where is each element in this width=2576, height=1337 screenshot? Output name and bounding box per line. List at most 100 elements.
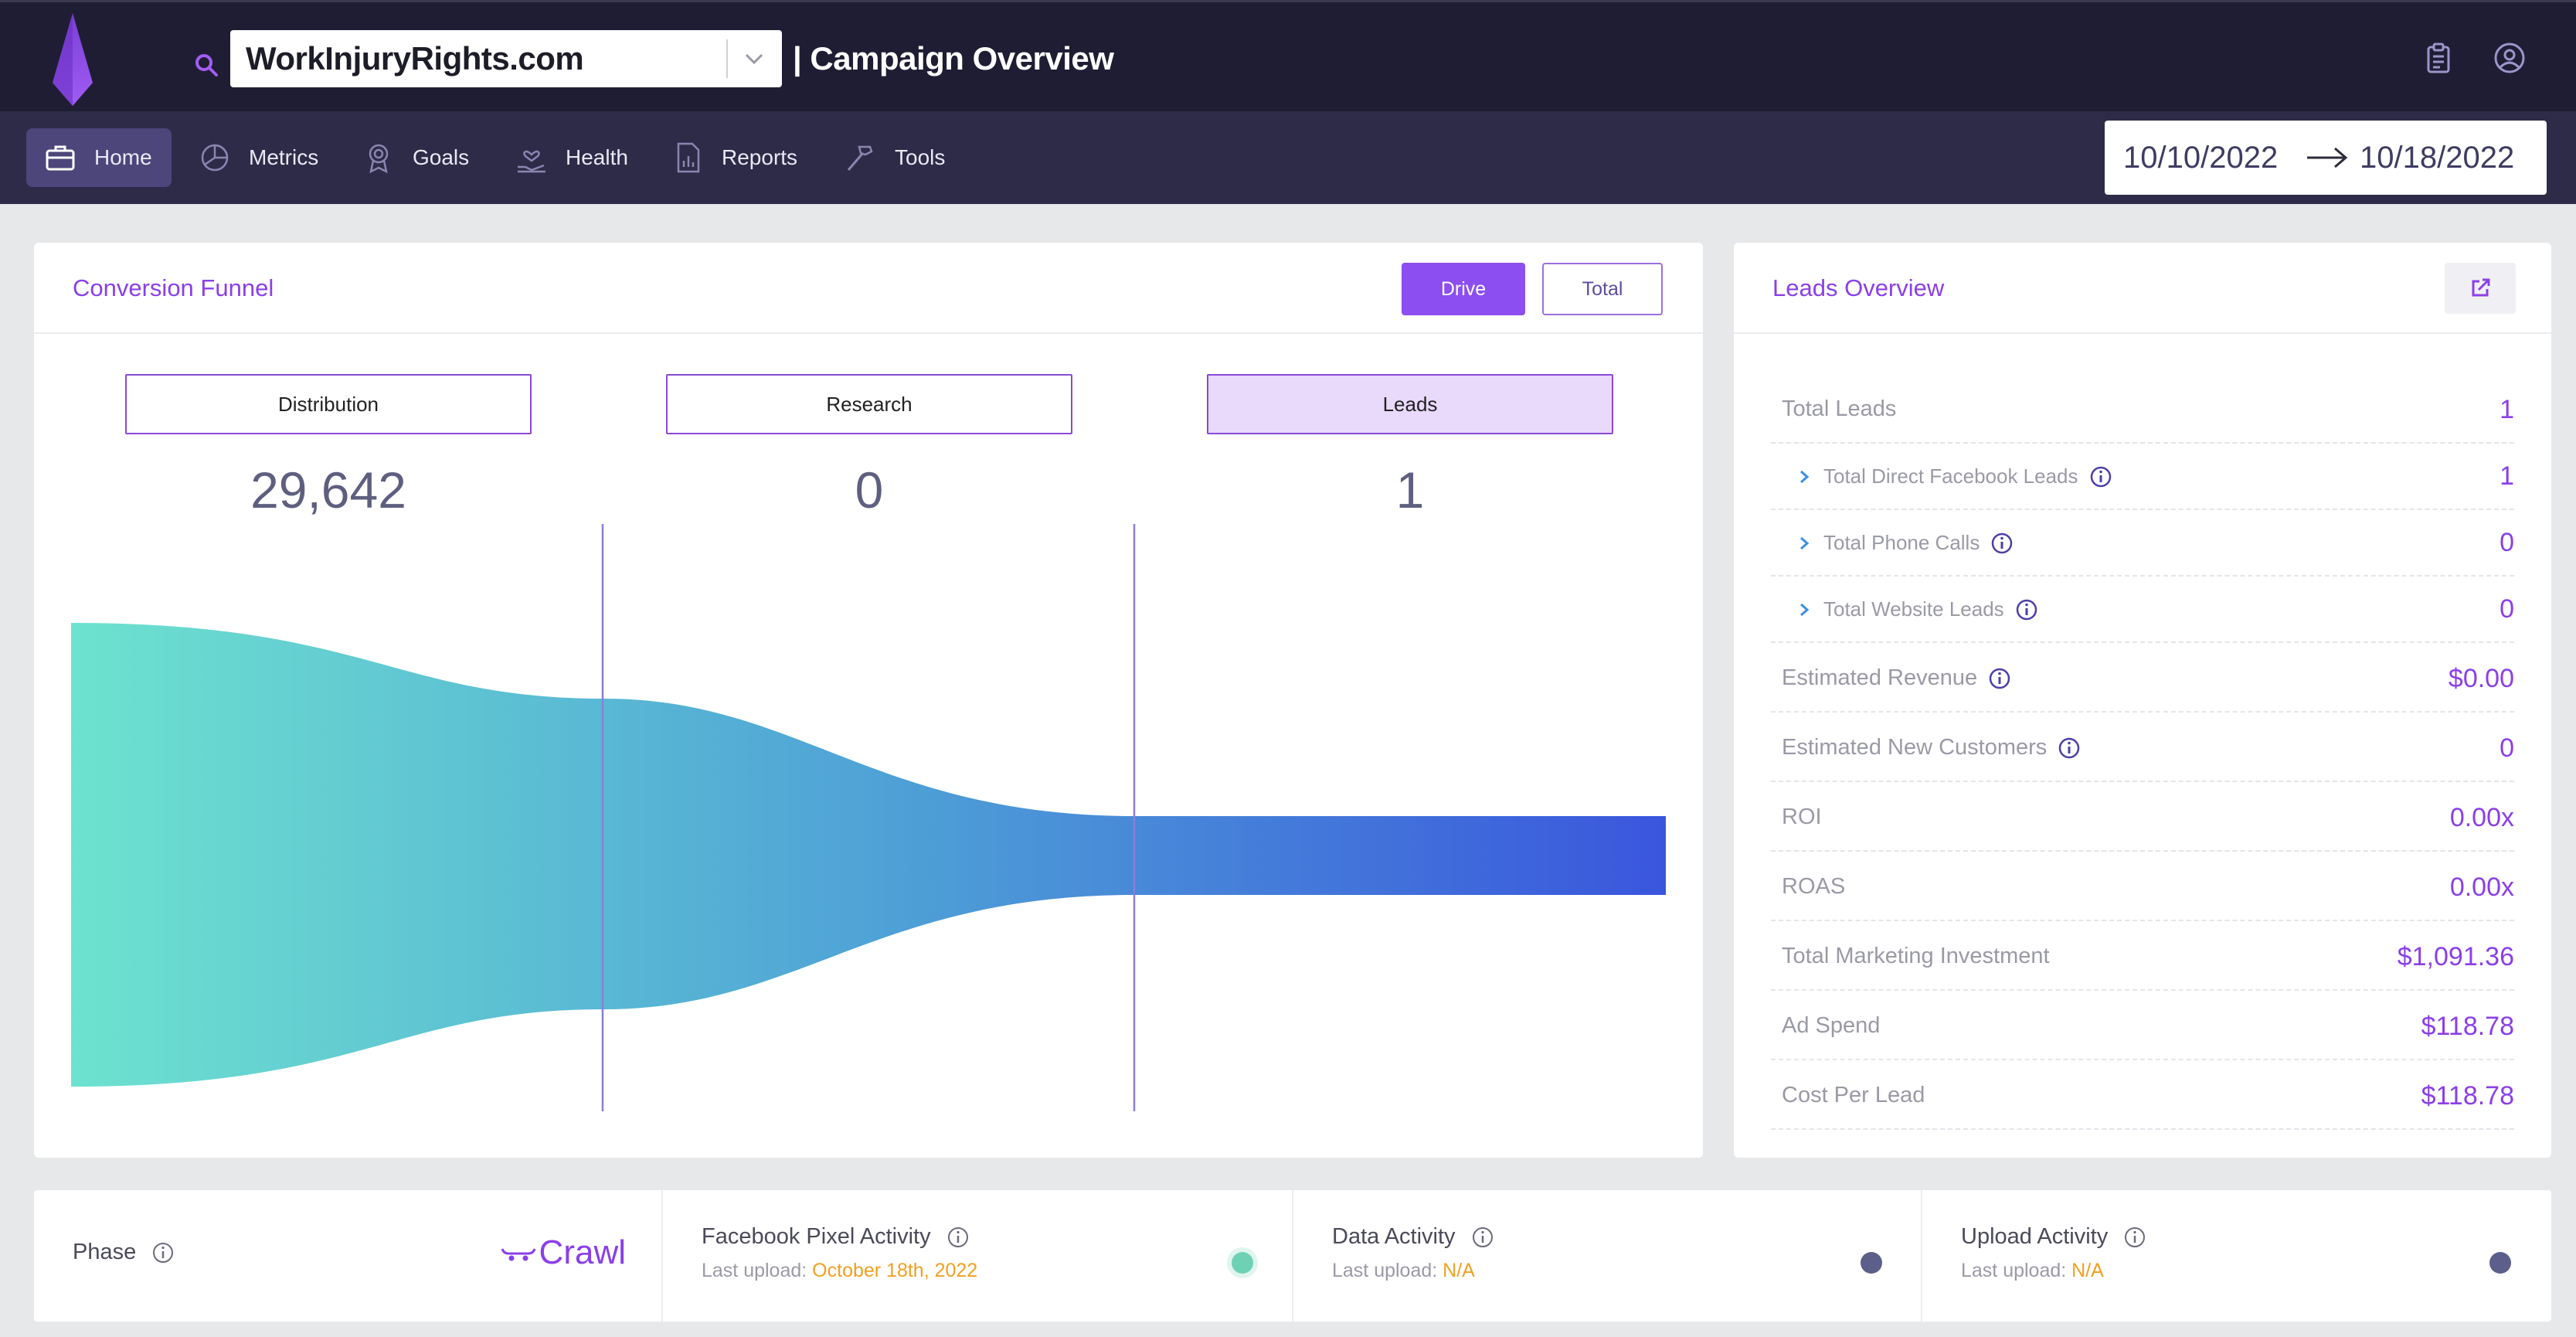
lead-row-total-leads: Total Leads 1 — [1771, 369, 2514, 444]
row-label: Estimated Revenue — [1782, 665, 2011, 691]
skateboard-icon — [501, 1248, 535, 1261]
stage-research-button[interactable]: Research — [666, 374, 1072, 434]
top-bar: WorkInjuryRights.com | Campaign Overview — [0, 0, 2576, 111]
row-value: 1 — [2500, 395, 2514, 424]
nav-item-home[interactable]: Home — [26, 128, 172, 187]
card-header: Conversion Funnel — [34, 243, 1703, 334]
nav-item-label: Goals — [413, 145, 470, 169]
funnel-chart — [71, 524, 1666, 1111]
row-label-text: Ad Spend — [1782, 1013, 1881, 1038]
nav-item-tools[interactable]: Tools — [844, 128, 945, 187]
lead-row-phone-calls[interactable]: Total Phone Calls 0 — [1771, 510, 2514, 577]
last-upload-label: Last upload: — [702, 1260, 813, 1281]
date-range-picker[interactable]: 10/10/2022 10/18/2022 — [2105, 121, 2547, 195]
status-dot — [2489, 1252, 2511, 1274]
nav-item-label: Tools — [895, 145, 946, 169]
stage-distribution-button[interactable]: Distribution — [125, 374, 532, 434]
row-label: ROAS — [1782, 874, 1845, 900]
phase-value-text: Crawl — [539, 1233, 626, 1271]
lead-row-website-leads[interactable]: Total Website Leads 0 — [1771, 577, 2514, 643]
clipboard-icon[interactable] — [2421, 41, 2455, 75]
row-label: Total Phone Calls — [1797, 531, 2014, 555]
info-icon[interactable] — [1471, 1226, 1494, 1249]
info-icon[interactable] — [2015, 598, 2038, 621]
row-value: 0.00x — [2449, 873, 2514, 902]
info-icon[interactable] — [2123, 1226, 2146, 1249]
nav-item-goals[interactable]: Goals — [362, 128, 469, 187]
row-label-text: Total Marketing Investment — [1782, 944, 2050, 968]
lead-row-estimated-revenue: Estimated Revenue $0.00 — [1771, 643, 2514, 713]
cell-subtitle: Last upload: N/A — [1332, 1260, 1475, 1282]
row-value: $0.00 — [2448, 664, 2514, 693]
site-selector[interactable]: WorkInjuryRights.com — [230, 30, 782, 87]
card-title: Leads Overview — [1772, 274, 1945, 301]
chevron-right-icon[interactable] — [1797, 601, 1811, 618]
lead-row-estimated-new-customers: Estimated New Customers 0 — [1771, 713, 2514, 782]
drive-toggle-button[interactable]: Drive — [1402, 263, 1525, 315]
info-icon[interactable] — [2058, 737, 2081, 760]
row-label-text: Cost Per Lead — [1782, 1083, 1925, 1107]
date-from[interactable]: 10/10/2022 — [2123, 140, 2279, 175]
last-upload-label: Last upload: — [1961, 1260, 2072, 1281]
row-value: $118.78 — [2421, 1081, 2514, 1111]
date-to[interactable]: 10/18/2022 — [2360, 140, 2515, 175]
info-icon[interactable] — [2089, 465, 2112, 488]
info-icon[interactable] — [946, 1226, 970, 1249]
row-value: 1 — [2500, 461, 2514, 491]
stage-leads-value: 1 — [1395, 461, 1425, 519]
row-label: Total Marketing Investment — [1782, 944, 2050, 969]
stage-leads-button[interactable]: Leads — [1207, 374, 1613, 434]
hammer-icon — [847, 145, 873, 171]
user-avatar-icon[interactable] — [2493, 41, 2527, 75]
row-label-text: ROAS — [1782, 874, 1846, 899]
lead-row-direct-facebook[interactable]: Total Direct Facebook Leads 1 — [1771, 444, 2514, 510]
pie-chart-icon — [201, 144, 229, 172]
last-upload-value: N/A — [2071, 1260, 2104, 1281]
row-label: Ad Spend — [1782, 1013, 1880, 1039]
row-label-text: Total Leads — [1782, 396, 1897, 421]
lead-row-ad-spend: Ad Spend $118.78 — [1771, 991, 2514, 1060]
row-label-text: Total Website Leads — [1823, 597, 2004, 621]
chevron-right-icon[interactable] — [1797, 535, 1811, 552]
nav-item-health[interactable]: Health — [515, 128, 628, 187]
info-icon[interactable] — [1990, 532, 2014, 555]
chevron-down-icon[interactable] — [740, 47, 768, 70]
lead-row-roas: ROAS 0.00x — [1771, 852, 2514, 921]
leads-overview-card: Leads Overview — [1734, 243, 2551, 1158]
data-activity-cell: Data Activity Last upload: N/A — [1293, 1190, 1922, 1322]
total-toggle-button[interactable]: Total — [1542, 263, 1663, 315]
nav-item-reports[interactable]: Reports — [671, 128, 797, 187]
chevron-right-icon[interactable] — [1797, 468, 1811, 485]
site-selector-value: WorkInjuryRights.com — [246, 40, 584, 77]
row-label-text: Estimated New Customers — [1782, 735, 2048, 760]
info-icon[interactable] — [1988, 667, 2011, 690]
phase-label: Phase — [73, 1240, 137, 1264]
upload-activity-cell: Upload Activity Last upload: N/A — [1922, 1190, 2551, 1322]
row-label: Total Leads — [1782, 396, 1896, 422]
status-strip: Phase Crawl Facebook Pixel Activity Last… — [34, 1190, 2551, 1322]
row-label-text: Total Direct Facebook Leads — [1823, 464, 2078, 488]
arrow-right-icon — [2307, 147, 2348, 168]
nav-item-metrics[interactable]: Metrics — [198, 128, 318, 187]
selector-divider — [726, 39, 728, 78]
last-upload-value: N/A — [1443, 1260, 1475, 1281]
hand-heart-icon — [518, 150, 545, 173]
report-icon — [677, 142, 700, 173]
search-icon[interactable] — [193, 52, 219, 78]
cell-title: Facebook Pixel Activity — [702, 1224, 970, 1250]
row-label-text: ROI — [1782, 805, 1822, 829]
page-title: | Campaign Overview — [793, 40, 1114, 77]
open-external-button[interactable] — [2445, 263, 2516, 314]
status-dot — [1232, 1252, 1253, 1274]
briefcase-icon — [46, 145, 75, 171]
nav-item-label: Metrics — [249, 145, 319, 169]
lead-row-cost-per-lead: Cost Per Lead $118.78 — [1771, 1060, 2514, 1130]
info-icon[interactable] — [151, 1241, 175, 1264]
row-label: Cost Per Lead — [1782, 1083, 1925, 1108]
last-upload-value: October 18th, 2022 — [812, 1260, 978, 1281]
cell-title-text: Data Activity — [1332, 1224, 1456, 1249]
nav-bar: Home Metrics Goals Health Rep — [0, 111, 2576, 204]
award-icon — [369, 144, 389, 174]
phase-cell: Phase Crawl — [34, 1190, 663, 1322]
cell-subtitle: Last upload: N/A — [1961, 1260, 2104, 1282]
